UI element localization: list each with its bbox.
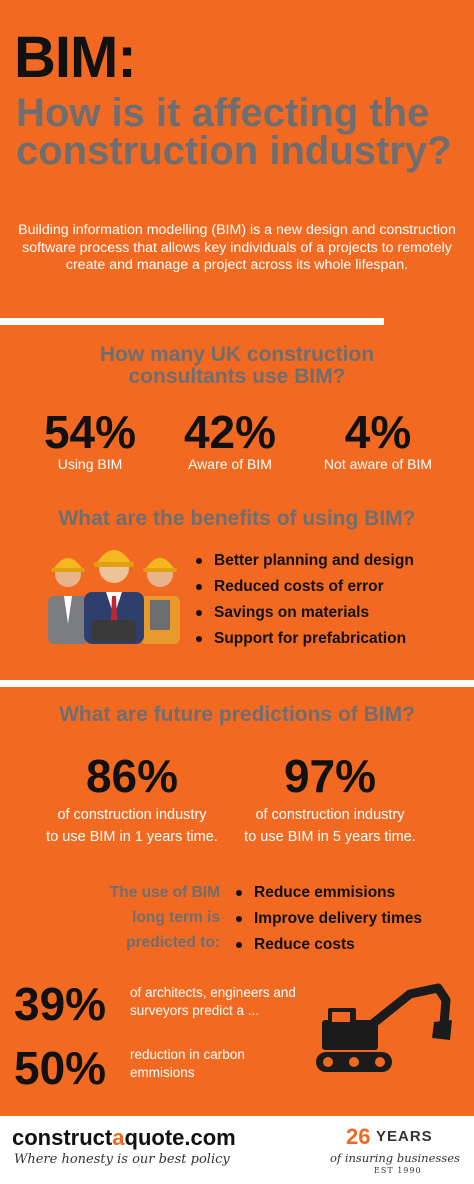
divider-middle [0,680,474,687]
predictions-heading: What are future predictions of BIM? [59,703,415,726]
list-item: Improve delivery times [232,906,472,932]
main-title: BIM: [14,25,137,90]
benefits-heading: What are the benefits of using BIM? [58,507,416,530]
stat-39-value: 39% [14,978,107,1030]
bullet-icon [236,890,242,896]
list-item: Better planning and design [192,548,468,574]
list-item: Reduced costs of error [192,574,468,600]
tagline: Where honesty is our best policy [14,1152,230,1167]
years-subtitle: of insuring businesses [330,1151,460,1165]
intro-text: Building information modelling (BIM) is … [18,222,456,273]
usage-stat-1: 54% Using BIM [30,408,150,473]
bullet-icon [196,584,202,590]
divider-top [0,318,384,325]
usage-stat-value: 54% [43,406,137,458]
footer [0,1116,474,1184]
long-term-label: The use of BIM long term is predicted to… [109,884,220,951]
usage-stat-label: Not aware of BIM [323,456,433,472]
usage-stat-label: Aware of BIM [188,456,272,472]
bullet-icon [196,558,202,564]
stat-50-value: 50% [14,1042,107,1094]
bullet-icon [236,916,242,922]
prediction-stat-line2: to use BIM in 1 years time. [46,829,218,845]
usage-heading-line2: consultants use BIM? [128,365,346,388]
long-term-list: Reduce emmisions Improve delivery times … [232,880,472,958]
list-item: Reduce costs [232,932,472,958]
bullet-icon [196,610,202,616]
prediction-stat-line1: of construction industry [255,807,405,823]
list-item: Savings on materials [192,600,468,626]
years-word: YEARS [376,1128,433,1145]
main-question: How is it affecting the construction ind… [16,91,452,173]
usage-heading: How many UK construction consultants use… [0,344,474,388]
prediction-stat-value: 97% [283,750,377,802]
stat-39-text: of architects, engineers and surveyors p… [130,985,296,1018]
years-est: EST 1990 [374,1166,422,1175]
stat-50-text: reduction in carbon emmisions [130,1047,245,1080]
bullet-icon [196,636,202,642]
usage-stat-3: 4% Not aware of BIM [300,408,456,473]
prediction-stat-line2: to use BIM in 5 years time. [244,829,416,845]
usage-heading-line1: How many UK construction [99,343,375,366]
usage-stat-value: 42% [183,406,277,458]
workers-illustration [48,550,180,644]
prediction-stat-1: 86% of construction industry to use BIM … [28,752,236,848]
usage-stat-label: Using BIM [57,456,123,472]
excavator-icon [316,983,452,1072]
years-number: 26 [346,1124,371,1149]
benefits-list: Better planning and design Reduced costs… [192,548,468,652]
list-item: Support for prefabrication [192,626,468,652]
prediction-stat-line1: of construction industry [57,807,207,823]
bullet-icon [236,942,242,948]
usage-stat-2: 42% Aware of BIM [168,408,292,473]
usage-stat-value: 4% [344,406,412,458]
prediction-stat-value: 86% [85,750,179,802]
prediction-stat-2: 97% of construction industry to use BIM … [232,752,428,848]
brand-logo: constructaquote.com [12,1125,236,1150]
list-item: Reduce emmisions [232,880,472,906]
